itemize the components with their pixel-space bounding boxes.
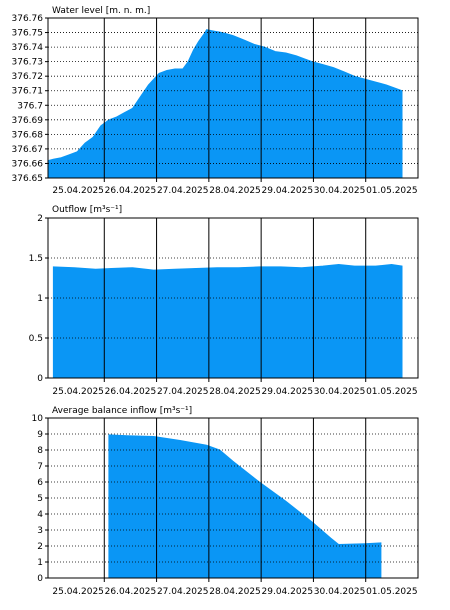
x-tick-label: 28.04.2025 xyxy=(209,387,261,397)
x-tick-label: 30.04.2025 xyxy=(314,387,366,397)
chart-title: Water level [m. n. m.] xyxy=(52,6,150,16)
x-tick-label: 28.04.2025 xyxy=(209,186,261,196)
x-tick-label: 29.04.2025 xyxy=(262,387,314,397)
chart-panel-2: Outflow [m³s⁻¹] 2 1.5 1 0.5 0 25.04.2025 26.04.… xyxy=(29,205,419,397)
y-tick-label: 1 xyxy=(37,558,43,568)
x-tick-label: 01.05.2025 xyxy=(366,387,418,397)
x-tick-label: 01.05.2025 xyxy=(366,186,418,196)
x-tick-label: 25.04.2025 xyxy=(52,587,104,597)
x-tick-label: 28.04.2025 xyxy=(209,587,261,597)
chart-title: Average balance inflow [m³s⁻¹] xyxy=(52,406,192,416)
y-tick-label: 4 xyxy=(37,510,43,520)
y-tick-label: 376.69 xyxy=(12,116,44,126)
area-series xyxy=(52,263,403,379)
x-tick-label: 30.04.2025 xyxy=(314,186,366,196)
y-tick-label: 8 xyxy=(37,446,43,456)
x-tick-label: 25.04.2025 xyxy=(52,387,104,397)
plot-frame xyxy=(47,217,419,379)
chart-panel-1: Water level [m. n. m.] 376.76 376.75 376.74… xyxy=(12,6,419,196)
y-tick-label: 1.5 xyxy=(29,254,43,264)
plot-frame xyxy=(47,17,419,179)
plot-frame xyxy=(47,417,419,579)
y-tick-label: 376.72 xyxy=(12,72,44,82)
y-tick-label: 10 xyxy=(32,414,44,424)
x-tick-label: 29.04.2025 xyxy=(262,587,314,597)
y-tick-label: 376.65 xyxy=(12,174,44,184)
y-tick-label: 2 xyxy=(37,214,43,224)
y-tick-label: 376.66 xyxy=(12,159,44,169)
y-tick-label: 376.67 xyxy=(12,145,44,155)
x-tick-label: 27.04.2025 xyxy=(157,186,209,196)
y-tick-label: 0 xyxy=(37,374,43,384)
chart-panel-3: Average balance inflow [m³s⁻¹]1098765432… xyxy=(32,406,419,597)
x-tick-label: 27.04.2025 xyxy=(157,387,209,397)
y-tick-label: 3 xyxy=(37,526,43,536)
x-tick-label: 01.05.2025 xyxy=(366,587,418,597)
y-tick-label: 0.5 xyxy=(29,334,43,344)
y-tick-label: 376.74 xyxy=(12,43,44,53)
y-tick-label: 2 xyxy=(37,542,43,552)
y-tick-label: 376.75 xyxy=(12,29,44,39)
y-tick-label: 376.76 xyxy=(12,14,44,24)
y-tick-label: 376.68 xyxy=(12,130,44,140)
x-tick-label: 26.04.2025 xyxy=(105,587,157,597)
x-tick-label: 29.04.2025 xyxy=(262,186,314,196)
x-tick-label: 26.04.2025 xyxy=(105,186,157,196)
y-tick-label: 5 xyxy=(37,494,43,504)
y-tick-label: 7 xyxy=(37,462,43,472)
y-tick-label: 376.73 xyxy=(12,58,44,68)
y-tick-label: 376.71 xyxy=(12,87,44,97)
y-tick-label: 9 xyxy=(37,430,43,440)
x-tick-label: 25.04.2025 xyxy=(52,186,104,196)
chart-title: Outflow [m³s⁻¹] xyxy=(52,205,122,215)
y-tick-label: 6 xyxy=(37,478,43,488)
x-tick-label: 27.04.2025 xyxy=(157,587,209,597)
y-tick-label: 0 xyxy=(37,574,43,584)
y-tick-label: 1 xyxy=(37,294,43,304)
y-tick-label: 376.7 xyxy=(17,101,43,111)
x-tick-label: 30.04.2025 xyxy=(314,587,366,597)
x-tick-label: 26.04.2025 xyxy=(105,387,157,397)
